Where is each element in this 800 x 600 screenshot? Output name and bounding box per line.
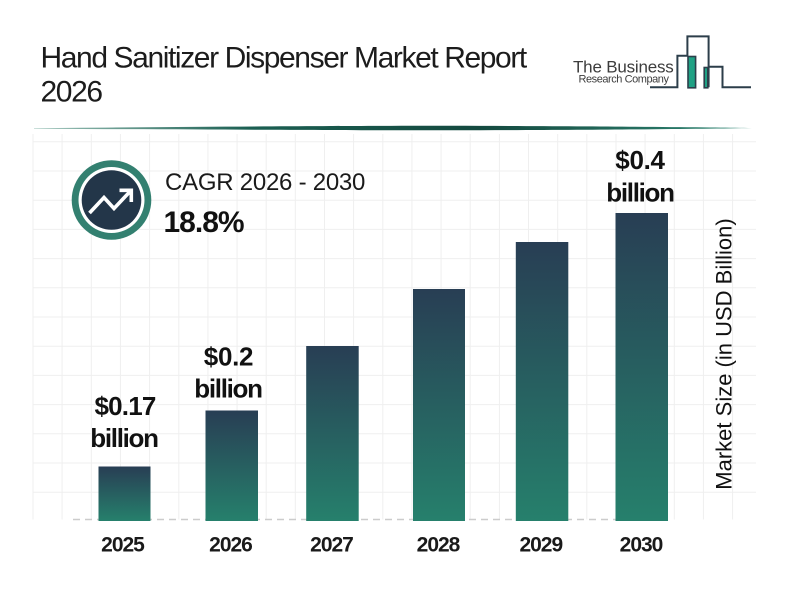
- svg-text:2029: 2029: [519, 533, 562, 556]
- svg-text:billion: billion: [606, 178, 674, 208]
- svg-text:2030: 2030: [620, 533, 663, 556]
- svg-text:CAGR 2026 - 2030: CAGR 2026 - 2030: [165, 169, 365, 196]
- svg-text:Research Company: Research Company: [579, 74, 670, 86]
- svg-text:The Business: The Business: [573, 58, 674, 77]
- svg-text:billion: billion: [90, 423, 158, 453]
- svg-text:$0.2: $0.2: [204, 342, 253, 372]
- svg-text:2027: 2027: [310, 533, 353, 556]
- svg-text:2026: 2026: [41, 76, 103, 109]
- svg-text:2028: 2028: [417, 533, 461, 556]
- svg-text:billion: billion: [194, 374, 262, 404]
- svg-text:$0.4: $0.4: [615, 145, 665, 175]
- svg-text:18.8%: 18.8%: [164, 206, 244, 239]
- svg-text:Hand Sanitizer Dispenser Marke: Hand Sanitizer Dispenser Market Report: [41, 42, 528, 75]
- svg-text:2025: 2025: [101, 533, 145, 556]
- svg-text:$0.17: $0.17: [94, 391, 155, 421]
- svg-text:Market Size (in USD Billion): Market Size (in USD Billion): [712, 218, 737, 489]
- svg-text:2026: 2026: [209, 533, 252, 556]
